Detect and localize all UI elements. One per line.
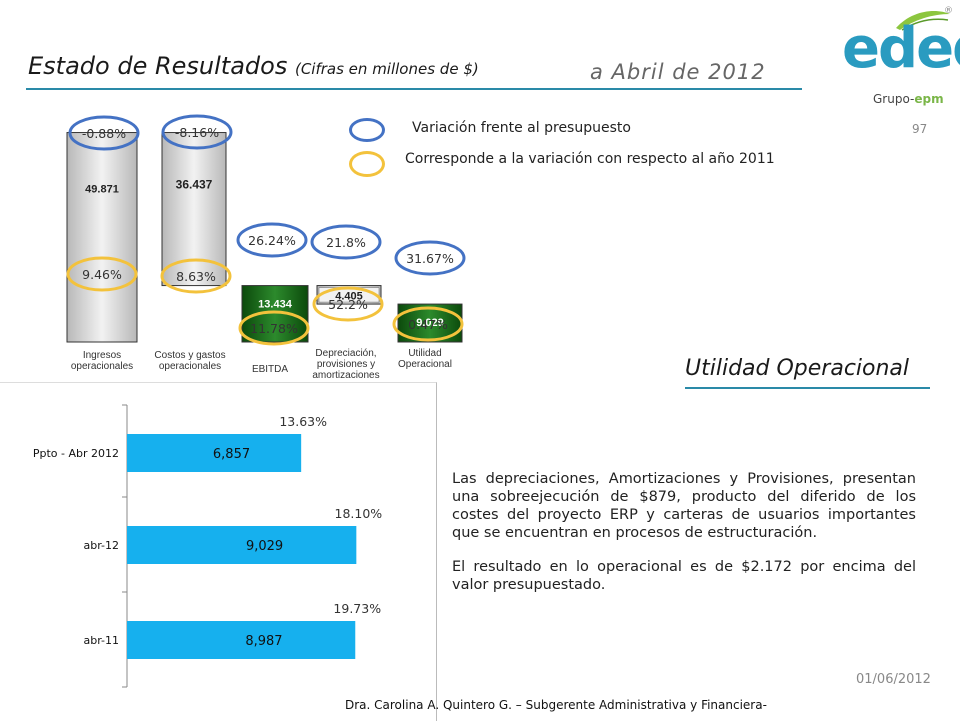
- budget-variation-circle: [68, 115, 140, 151]
- hbar-category-label: abr-11: [83, 634, 119, 647]
- hbar-3: [127, 621, 356, 659]
- category-label: Costos y gastos: [154, 350, 225, 361]
- budget-variation-label: -0.88%: [82, 126, 126, 141]
- hbar-margin-label: 19.73%: [333, 601, 381, 616]
- category-label: Depreciación,: [315, 348, 376, 359]
- budget-variation-circle: [310, 224, 382, 260]
- header-divider: [26, 88, 802, 90]
- commentary-paragraph-1: Las depreciaciones, Amortizaciones y Pro…: [452, 471, 916, 541]
- yearly-variation-circle: [160, 258, 232, 294]
- hbar-value-label: 6,857: [213, 447, 250, 462]
- yearly-variation-label: 9.46%: [82, 267, 122, 282]
- yearly-variation-label: 8.63%: [176, 269, 216, 284]
- hbar-1: [127, 434, 302, 472]
- bar-3: [241, 285, 309, 343]
- operating-profit-chart: 6,857 13.63% Ppto - Abr 2012 9,029 18.10% abr…: [33, 404, 383, 688]
- budget-variation-circle: [394, 240, 466, 276]
- bar-value-label: 36.437: [176, 178, 213, 192]
- section-title: Utilidad Operacional: [685, 356, 910, 381]
- hbar-margin-label: 13.63%: [279, 414, 327, 429]
- hbar-2: [127, 526, 357, 564]
- bar-value-label: 13.434: [258, 299, 293, 311]
- yearly-variation-label: 11.78%: [250, 321, 298, 336]
- category-label: EBITDA: [252, 364, 288, 375]
- bar-value-label: 49.871: [85, 184, 119, 196]
- commentary-paragraph-2: El resultado en lo operacional es de $2.…: [452, 559, 916, 593]
- grupo-label: Grupo-: [873, 92, 915, 106]
- grupo-epm-logo: Grupo-epm: [873, 92, 944, 106]
- yearly-variation-circle: [392, 306, 464, 342]
- yearly-variation-circle: [238, 310, 310, 346]
- title-text: Estado de Resultados: [28, 52, 288, 80]
- legend-yearly-label: Corresponde a la variación con respecto …: [405, 151, 775, 167]
- yearly-variation-circle: [312, 286, 384, 322]
- budget-variation-label: 26.24%: [248, 233, 296, 248]
- hbar-category-label: Ppto - Abr 2012: [33, 447, 119, 460]
- budget-variation-label: -8.16%: [175, 125, 219, 140]
- legend-blue-circle-icon: [349, 118, 385, 142]
- hbar-category-label: abr-12: [83, 539, 119, 552]
- hbar-value-label: 9,029: [246, 539, 283, 554]
- bar-value-label: 9.029: [416, 317, 444, 329]
- category-label: Operacional: [398, 359, 452, 370]
- report-date: a Abril de 2012: [590, 60, 766, 84]
- section-divider: [685, 387, 930, 389]
- commentary-text: Las depreciaciones, Amortizaciones y Pro…: [452, 470, 916, 610]
- legend-budget-label: Variación frente al presupuesto: [412, 120, 631, 136]
- epm-label: epm: [914, 92, 944, 106]
- hbar-margin-label: 18.10%: [335, 506, 383, 521]
- page-title: Estado de Resultados (Cifras en millones…: [28, 52, 479, 80]
- budget-variation-label: 31.67%: [406, 251, 454, 266]
- yearly-variation-circle: [66, 256, 138, 292]
- category-label: Utilidad: [408, 348, 441, 359]
- budget-variation-label: 21.8%: [326, 235, 366, 250]
- hbar-value-label: 8,987: [245, 634, 282, 649]
- slide-number: 97: [912, 122, 928, 136]
- budget-variation-circle: [161, 114, 233, 150]
- category-label: amortizaciones: [312, 370, 379, 381]
- footer-author: Dra. Carolina A. Quintero G. – Subgerent…: [345, 698, 767, 712]
- category-label: operacionales: [71, 361, 133, 372]
- footer-date: 01/06/2012: [856, 672, 931, 687]
- yearly-variation-label: 52.2%: [328, 297, 368, 312]
- bar-1: [66, 132, 138, 343]
- category-label: provisiones y: [317, 359, 375, 370]
- category-label: Ingresos: [83, 350, 121, 361]
- leaf-logo-icon: [896, 10, 950, 31]
- category-label: operacionales: [159, 361, 221, 372]
- legend-yellow-circle-icon: [349, 151, 385, 177]
- title-subtitle: (Cifras en millones de $): [294, 60, 479, 78]
- registered-mark: ®: [944, 6, 953, 16]
- income-statement-chart: 49.871 36.437 13.434 4.405 9.029 -0.88% -8.16%…: [66, 114, 466, 381]
- edeq-logo: edeq: [842, 16, 960, 81]
- budget-variation-circle: [236, 222, 308, 258]
- chart-panel-frame: [0, 382, 437, 721]
- bar-value-label: 4.405: [335, 291, 363, 303]
- yearly-variation-label: 0.47%: [408, 317, 448, 332]
